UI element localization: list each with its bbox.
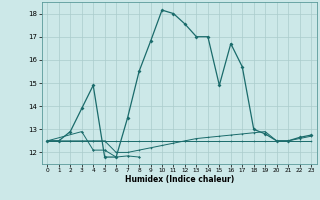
- X-axis label: Humidex (Indice chaleur): Humidex (Indice chaleur): [124, 175, 234, 184]
